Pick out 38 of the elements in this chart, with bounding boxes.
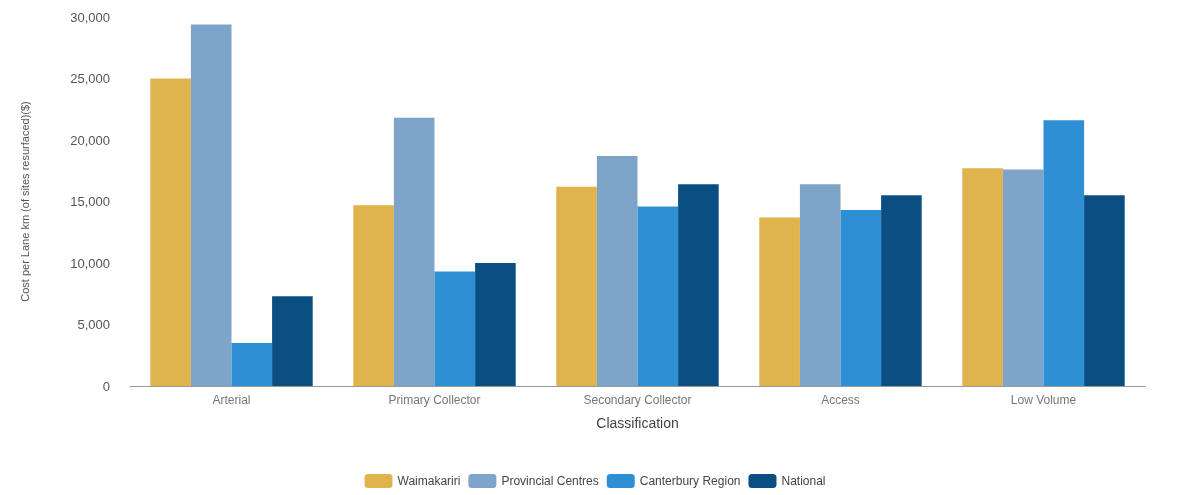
bar	[962, 168, 1003, 386]
bar	[881, 195, 922, 386]
y-tick-label: 20,000	[70, 132, 110, 148]
bar	[556, 186, 597, 386]
y-tick-label: 5,000	[77, 317, 110, 332]
bar	[190, 24, 232, 386]
bar	[637, 206, 679, 386]
y-tick-label: 15,000	[70, 194, 110, 209]
bar	[840, 210, 882, 386]
x-tick-label: Access	[821, 393, 860, 407]
bar	[475, 263, 516, 386]
legend-label: National	[781, 474, 826, 488]
x-axis-title: Classification	[596, 415, 679, 431]
bar	[1043, 120, 1085, 386]
y-tick-label: 30,000	[70, 9, 110, 25]
y-tick-label: 0	[102, 378, 110, 394]
bar	[1002, 169, 1044, 386]
bar	[799, 184, 841, 386]
bar	[150, 78, 191, 386]
bar	[353, 205, 394, 386]
bar	[272, 296, 313, 386]
bar	[393, 117, 435, 386]
bar	[678, 184, 719, 386]
legend-label: Waimakariri	[397, 474, 461, 488]
bar	[759, 217, 800, 386]
bar	[231, 342, 273, 386]
x-tick-label: Primary Collector	[388, 393, 481, 407]
y-tick-label: 25,000	[70, 71, 110, 86]
bar	[1084, 195, 1125, 386]
x-tick-label: Secondary Collector	[583, 393, 692, 407]
bar	[596, 155, 638, 386]
y-axis-title: Cost per Lane km (of sites resurfaced)($)	[18, 101, 31, 302]
legend-label: Provincial Centres	[501, 474, 599, 488]
x-tick-label: Low Volume	[1010, 393, 1077, 407]
x-tick-label: Arterial	[212, 393, 251, 407]
bar	[434, 271, 476, 386]
legend-label: Canterbury Region	[639, 474, 741, 488]
y-tick-label: 10,000	[70, 255, 110, 271]
